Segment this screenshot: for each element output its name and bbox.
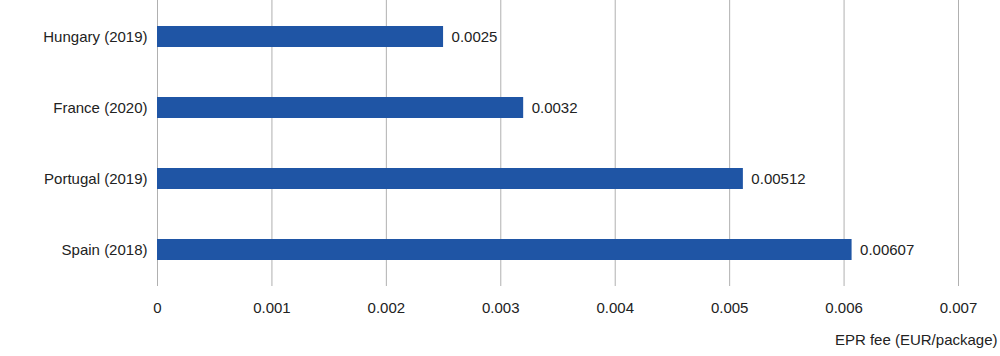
svg-text:0.0032: 0.0032	[532, 99, 578, 116]
svg-text:0.002: 0.002	[368, 299, 406, 316]
svg-text:EPR fee (EUR/package): EPR fee (EUR/package)	[835, 331, 998, 348]
svg-text:0.004: 0.004	[596, 299, 634, 316]
svg-text:0.0025: 0.0025	[452, 28, 498, 45]
svg-text:Hungary (2019): Hungary (2019)	[43, 28, 147, 45]
svg-text:Portugal (2019): Portugal (2019)	[44, 170, 147, 187]
svg-text:0.006: 0.006	[825, 299, 863, 316]
svg-text:0.003: 0.003	[482, 299, 520, 316]
svg-text:Spain (2018): Spain (2018)	[62, 241, 148, 258]
svg-text:France (2020): France (2020)	[53, 99, 147, 116]
svg-text:0.007: 0.007	[940, 299, 978, 316]
svg-text:0.00607: 0.00607	[860, 241, 914, 258]
svg-text:0: 0	[153, 299, 161, 316]
svg-text:0.00512: 0.00512	[751, 170, 805, 187]
svg-text:0.001: 0.001	[253, 299, 291, 316]
svg-text:0.005: 0.005	[711, 299, 749, 316]
